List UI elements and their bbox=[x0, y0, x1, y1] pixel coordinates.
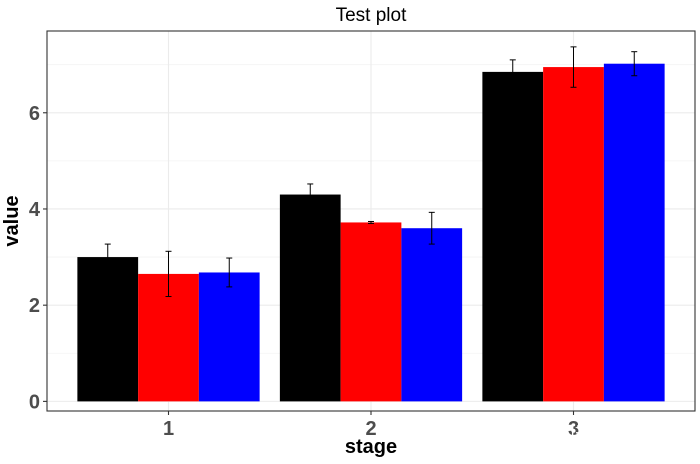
bar-stage-2-series-2 bbox=[340, 222, 402, 402]
bar-stage-3-series-1 bbox=[482, 71, 544, 402]
bar-stage-2-series-1 bbox=[279, 194, 341, 402]
x-tick-label-1: 1 bbox=[163, 418, 174, 440]
y-tick-label-0: 0 bbox=[29, 391, 40, 413]
y-tick-label-6: 6 bbox=[29, 103, 40, 125]
bar-stage-1-series-1 bbox=[77, 257, 139, 402]
bar-stage-2-series-3 bbox=[401, 228, 463, 402]
y-tick-label-2: 2 bbox=[29, 295, 40, 317]
bar-stage-3-series-2 bbox=[543, 67, 604, 402]
watermark-text: 知乎 @徐小博 bbox=[557, 423, 671, 444]
x-tick-label-3: 3 bbox=[568, 418, 579, 440]
y-axis-label: value bbox=[1, 195, 23, 246]
y-axis-ticks: 0 2 4 6 bbox=[29, 103, 47, 413]
bar-layer bbox=[77, 63, 665, 402]
chart-title: Test plot bbox=[336, 5, 407, 26]
x-tick-label-2: 2 bbox=[365, 418, 376, 440]
error-bar-layer bbox=[104, 46, 638, 298]
x-axis-ticks: 1 2 3 bbox=[163, 411, 579, 440]
y-tick-label-4: 4 bbox=[29, 199, 41, 221]
bar-stage-1-series-3 bbox=[198, 272, 260, 402]
x-axis-label: stage bbox=[345, 436, 397, 458]
bar-stage-3-series-3 bbox=[603, 63, 665, 402]
